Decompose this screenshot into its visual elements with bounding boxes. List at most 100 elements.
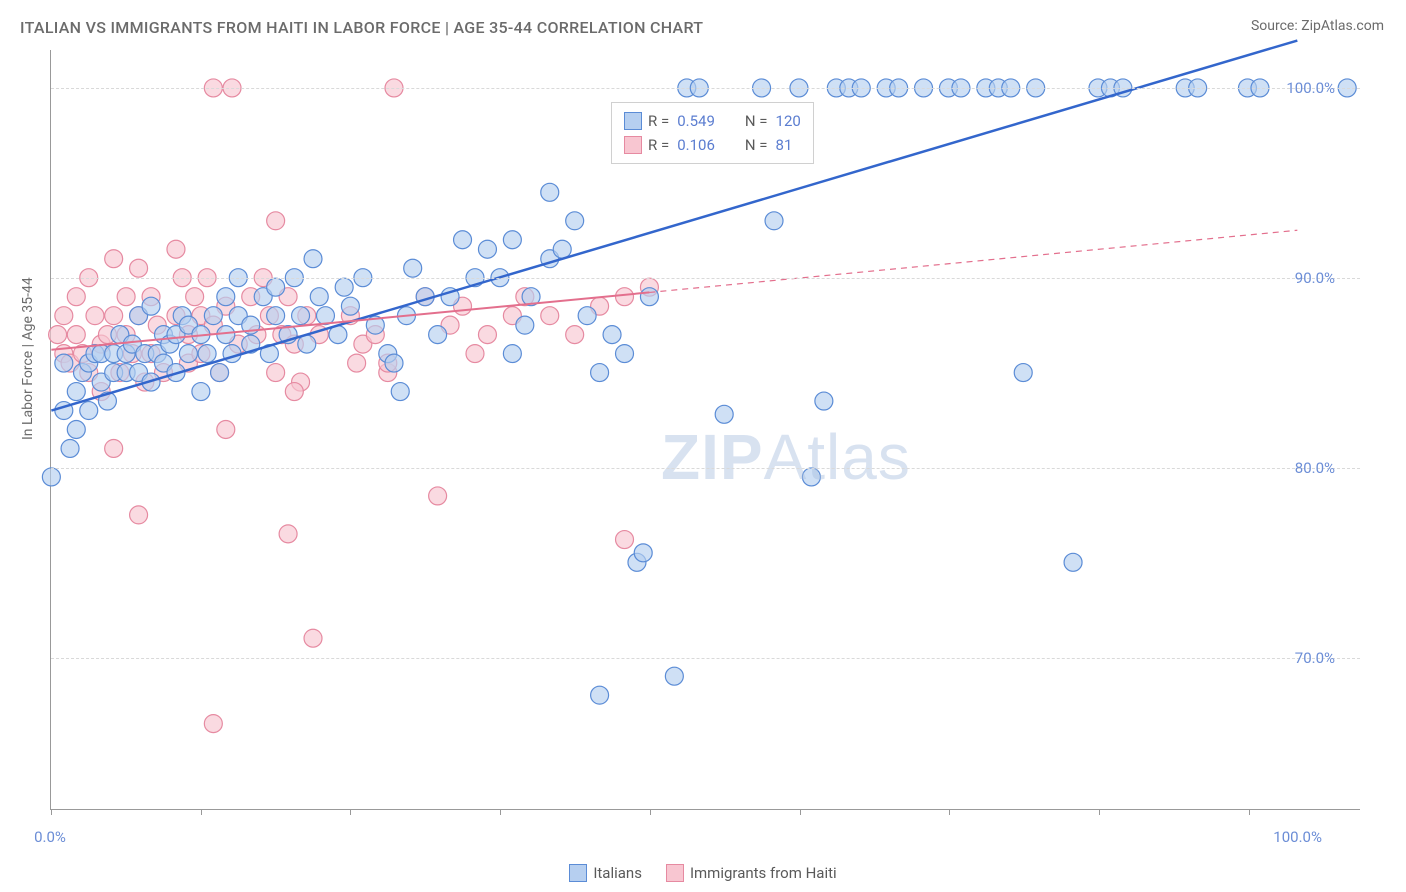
data-point bbox=[385, 354, 403, 372]
legend-label-haiti: Immigrants from Haiti bbox=[690, 864, 837, 882]
data-point bbox=[186, 288, 204, 306]
gridline bbox=[51, 468, 1360, 469]
data-point bbox=[391, 383, 409, 401]
data-point bbox=[167, 240, 185, 258]
watermark: ZIPAtlas bbox=[661, 420, 911, 494]
y-tick-label: 100.0% bbox=[1286, 79, 1335, 97]
data-point bbox=[55, 354, 73, 372]
data-point bbox=[67, 326, 85, 344]
data-point bbox=[603, 326, 621, 344]
data-point bbox=[267, 364, 285, 382]
data-point bbox=[142, 297, 160, 315]
swatch-haiti bbox=[624, 136, 642, 154]
correlation-legend: R = 0.549 N = 120 R = 0.106 N = 81 bbox=[611, 102, 814, 164]
y-axis-label: In Labor Force | Age 35-44 bbox=[20, 277, 36, 440]
source-label: Source: ZipAtlas.com bbox=[1251, 18, 1384, 34]
data-point bbox=[204, 307, 222, 325]
x-tick bbox=[500, 809, 501, 815]
data-point bbox=[591, 686, 609, 704]
data-point bbox=[429, 487, 447, 505]
data-point bbox=[304, 629, 322, 647]
data-point bbox=[279, 525, 297, 543]
y-tick-label: 90.0% bbox=[1295, 269, 1335, 287]
data-point bbox=[42, 468, 60, 486]
data-point bbox=[566, 326, 584, 344]
data-point bbox=[192, 383, 210, 401]
data-point bbox=[516, 316, 534, 334]
x-tick bbox=[650, 809, 651, 815]
x-tick bbox=[51, 809, 52, 815]
r-value-haiti: 0.106 bbox=[677, 133, 715, 157]
data-point bbox=[541, 183, 559, 201]
data-point bbox=[454, 231, 472, 249]
data-point bbox=[553, 240, 571, 258]
data-point bbox=[429, 326, 447, 344]
x-tick-label: 0.0% bbox=[34, 828, 66, 846]
data-point bbox=[765, 212, 783, 230]
data-point bbox=[55, 307, 73, 325]
data-point bbox=[304, 250, 322, 268]
trend-line bbox=[51, 41, 1297, 411]
swatch-haiti bbox=[666, 864, 684, 882]
data-point bbox=[566, 212, 584, 230]
data-point bbox=[217, 421, 235, 439]
data-point bbox=[117, 288, 135, 306]
data-point bbox=[1014, 364, 1032, 382]
data-point bbox=[310, 288, 328, 306]
data-point bbox=[105, 250, 123, 268]
data-point bbox=[665, 667, 683, 685]
plot-area: ZIPAtlas R = 0.549 N = 120 R = 0.106 N =… bbox=[50, 50, 1360, 810]
data-point bbox=[49, 326, 67, 344]
data-point bbox=[634, 544, 652, 562]
data-point bbox=[616, 345, 634, 363]
watermark-zip: ZIP bbox=[661, 421, 764, 493]
data-point bbox=[503, 231, 521, 249]
data-point bbox=[541, 307, 559, 325]
r-value-italians: 0.549 bbox=[677, 109, 715, 133]
swatch-italians bbox=[569, 864, 587, 882]
legend-item-haiti: Immigrants from Haiti bbox=[666, 864, 837, 882]
n-value-haiti: 81 bbox=[776, 133, 793, 157]
data-point bbox=[578, 307, 596, 325]
y-tick-label: 70.0% bbox=[1295, 649, 1335, 667]
data-point bbox=[217, 288, 235, 306]
r-label: R = bbox=[648, 133, 669, 157]
data-point bbox=[503, 345, 521, 363]
legend-label-italians: Italians bbox=[593, 864, 642, 882]
y-tick-label: 80.0% bbox=[1295, 459, 1335, 477]
data-point bbox=[130, 506, 148, 524]
data-point bbox=[1064, 553, 1082, 571]
x-tick bbox=[1099, 809, 1100, 815]
data-point bbox=[130, 259, 148, 277]
trend-line-dashed bbox=[649, 230, 1297, 292]
data-point bbox=[267, 307, 285, 325]
data-point bbox=[478, 240, 496, 258]
legend-item-italians: Italians bbox=[569, 864, 642, 882]
legend-row-haiti: R = 0.106 N = 81 bbox=[624, 133, 801, 157]
x-tick-label: 100.0% bbox=[1273, 828, 1322, 846]
data-point bbox=[616, 288, 634, 306]
swatch-italians bbox=[624, 112, 642, 130]
r-label: R = bbox=[648, 109, 669, 133]
data-point bbox=[204, 715, 222, 733]
chart-title: ITALIAN VS IMMIGRANTS FROM HAITI IN LABO… bbox=[20, 18, 703, 37]
x-tick bbox=[800, 809, 801, 815]
data-point bbox=[67, 288, 85, 306]
data-point bbox=[640, 288, 658, 306]
data-point bbox=[198, 345, 216, 363]
data-point bbox=[341, 297, 359, 315]
x-tick bbox=[201, 809, 202, 815]
x-tick bbox=[350, 809, 351, 815]
series-legend: Italians Immigrants from Haiti bbox=[0, 864, 1406, 882]
legend-row-italians: R = 0.549 N = 120 bbox=[624, 109, 801, 133]
data-point bbox=[267, 212, 285, 230]
n-label: N = bbox=[745, 109, 768, 133]
data-point bbox=[211, 364, 229, 382]
gridline bbox=[51, 88, 1360, 89]
data-point bbox=[67, 421, 85, 439]
data-point bbox=[404, 259, 422, 277]
data-point bbox=[335, 278, 353, 296]
data-point bbox=[179, 345, 197, 363]
data-point bbox=[292, 307, 310, 325]
data-point bbox=[348, 354, 366, 372]
